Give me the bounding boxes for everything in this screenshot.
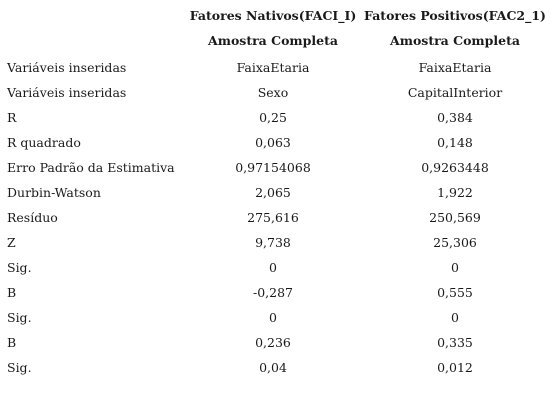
- column-header-fatores-positivos: Fatores Positivos(FAC2_1): [364, 8, 546, 23]
- table-row: Variáveis inseridas FaixaEtaria FaixaEtari…: [0, 55, 555, 80]
- value-fatores-positivos: 25,306: [433, 235, 477, 250]
- row-label: Sig.: [7, 360, 32, 375]
- value-fatores-nativos: 9,738: [255, 235, 291, 250]
- row-label: Z: [7, 235, 16, 250]
- table-row: Erro Padrão da Estimativa 0,97154068 0,926…: [0, 155, 555, 180]
- row-label: Variáveis inseridas: [7, 85, 127, 100]
- value-fatores-positivos: 0,9263448: [421, 160, 489, 175]
- value-fatores-positivos: 0,148: [437, 135, 473, 150]
- row-label: Sig.: [7, 310, 32, 325]
- row-label: Resíduo: [7, 210, 58, 225]
- value-fatores-positivos: 0: [451, 260, 459, 275]
- value-fatores-positivos: 0,555: [437, 285, 473, 300]
- value-fatores-nativos: 0,25: [259, 110, 287, 125]
- column-subheader-sample-2: Amostra Completa: [390, 33, 520, 48]
- value-fatores-positivos: 0,335: [437, 335, 473, 350]
- value-fatores-nativos: 0,063: [255, 135, 291, 150]
- value-fatores-positivos: 0: [451, 310, 459, 325]
- row-label: R quadrado: [7, 135, 81, 150]
- value-fatores-nativos: 0,236: [255, 335, 291, 350]
- row-label: B: [7, 335, 17, 350]
- value-fatores-positivos: 0,384: [437, 110, 473, 125]
- table-body: Variáveis inseridas FaixaEtaria FaixaEtari…: [0, 55, 555, 380]
- header-row-models: Fatores Nativos(FACI_I) Fatores Positivo…: [0, 5, 555, 27]
- value-fatores-positivos: 1,922: [437, 185, 473, 200]
- row-label: Erro Padrão da Estimativa: [7, 160, 175, 175]
- table-row: Durbin-Watson 2,065 1,922: [0, 180, 555, 205]
- header-row-sample: Amostra Completa Amostra Completa: [0, 30, 555, 52]
- table-row: Sig. 0,04 0,012: [0, 355, 555, 380]
- table-row: B 0,236 0,335: [0, 330, 555, 355]
- value-fatores-nativos: 275,616: [247, 210, 299, 225]
- value-fatores-nativos: -0,287: [252, 285, 293, 300]
- table-row: R 0,25 0,384: [0, 105, 555, 130]
- value-fatores-nativos: 0,97154068: [235, 160, 311, 175]
- value-fatores-nativos: Sexo: [257, 85, 289, 100]
- value-fatores-nativos: 2,065: [255, 185, 291, 200]
- value-fatores-positivos: 0,012: [437, 360, 473, 375]
- table-row: R quadrado 0,063 0,148: [0, 130, 555, 155]
- value-fatores-nativos: 0: [269, 260, 277, 275]
- table-row: Variáveis inseridas Sexo CapitalInterior: [0, 80, 555, 105]
- row-label: Sig.: [7, 260, 32, 275]
- table-row: Resíduo 275,616 250,569: [0, 205, 555, 230]
- value-fatores-nativos: FaixaEtaria: [236, 60, 310, 75]
- row-label: Variáveis inseridas: [7, 60, 127, 75]
- table-row: B -0,287 0,555: [0, 280, 555, 305]
- row-label: Durbin-Watson: [7, 185, 101, 200]
- column-subheader-sample-1: Amostra Completa: [208, 33, 338, 48]
- table-row: Sig. 0 0: [0, 255, 555, 280]
- value-fatores-nativos: 0: [269, 310, 277, 325]
- value-fatores-positivos: FaixaEtaria: [418, 60, 492, 75]
- table-row: Sig. 0 0: [0, 305, 555, 330]
- row-label: R: [7, 110, 17, 125]
- column-header-fatores-nativos: Fatores Nativos(FACI_I): [189, 8, 357, 23]
- value-fatores-positivos: 250,569: [429, 210, 481, 225]
- value-fatores-nativos: 0,04: [259, 360, 287, 375]
- table-row: Z 9,738 25,306: [0, 230, 555, 255]
- row-label: B: [7, 285, 17, 300]
- value-fatores-positivos: CapitalInterior: [407, 85, 503, 100]
